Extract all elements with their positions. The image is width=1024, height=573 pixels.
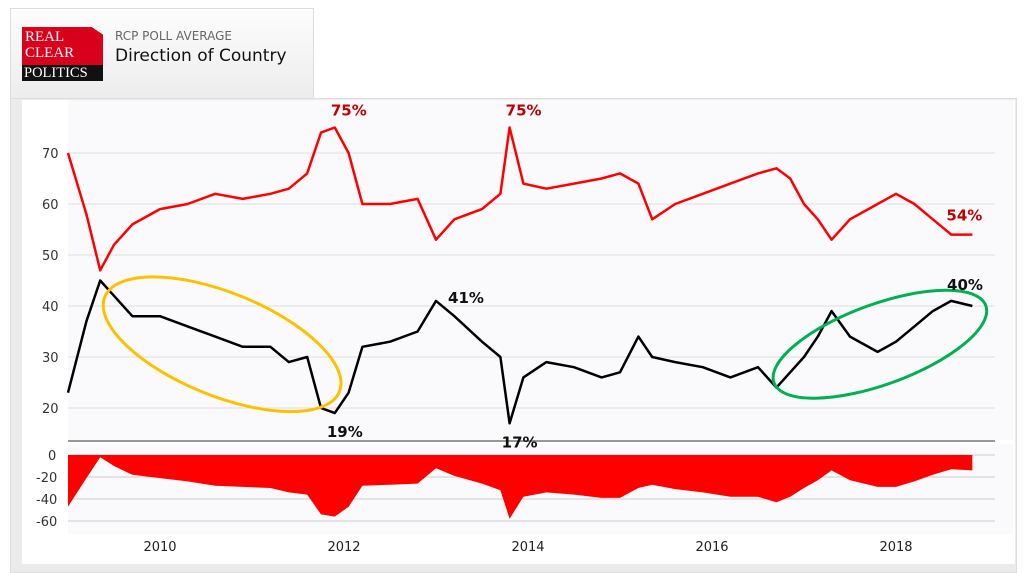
- annotation-label: 41%: [448, 289, 484, 307]
- y-tick-label: 20: [42, 402, 59, 417]
- x-tick-label: 2014: [511, 540, 544, 555]
- annotation-label: 40%: [947, 276, 983, 294]
- spread-tick-label: -60: [36, 515, 57, 530]
- x-tick-label: 2012: [327, 540, 360, 555]
- annotation-label: 17%: [502, 433, 538, 451]
- annotation-label: 75%: [506, 102, 542, 120]
- annotation-label: 54%: [946, 207, 982, 225]
- y-tick-label: 70: [42, 147, 59, 162]
- y-tick-label: 40: [42, 300, 59, 315]
- annotation-label: 75%: [331, 102, 367, 120]
- x-tick-label: 2010: [143, 540, 176, 555]
- y-tick-label: 60: [42, 198, 59, 213]
- spread-tick-label: -40: [36, 493, 57, 508]
- y-tick-label: 50: [42, 249, 59, 264]
- y-tick-label: 30: [42, 351, 59, 366]
- spread-tick-label: -20: [36, 471, 57, 486]
- annotation-label: 19%: [327, 423, 363, 441]
- x-tick-label: 2016: [695, 540, 728, 555]
- x-tick-label: 2018: [879, 540, 912, 555]
- spread-tick-label: 0: [48, 449, 56, 464]
